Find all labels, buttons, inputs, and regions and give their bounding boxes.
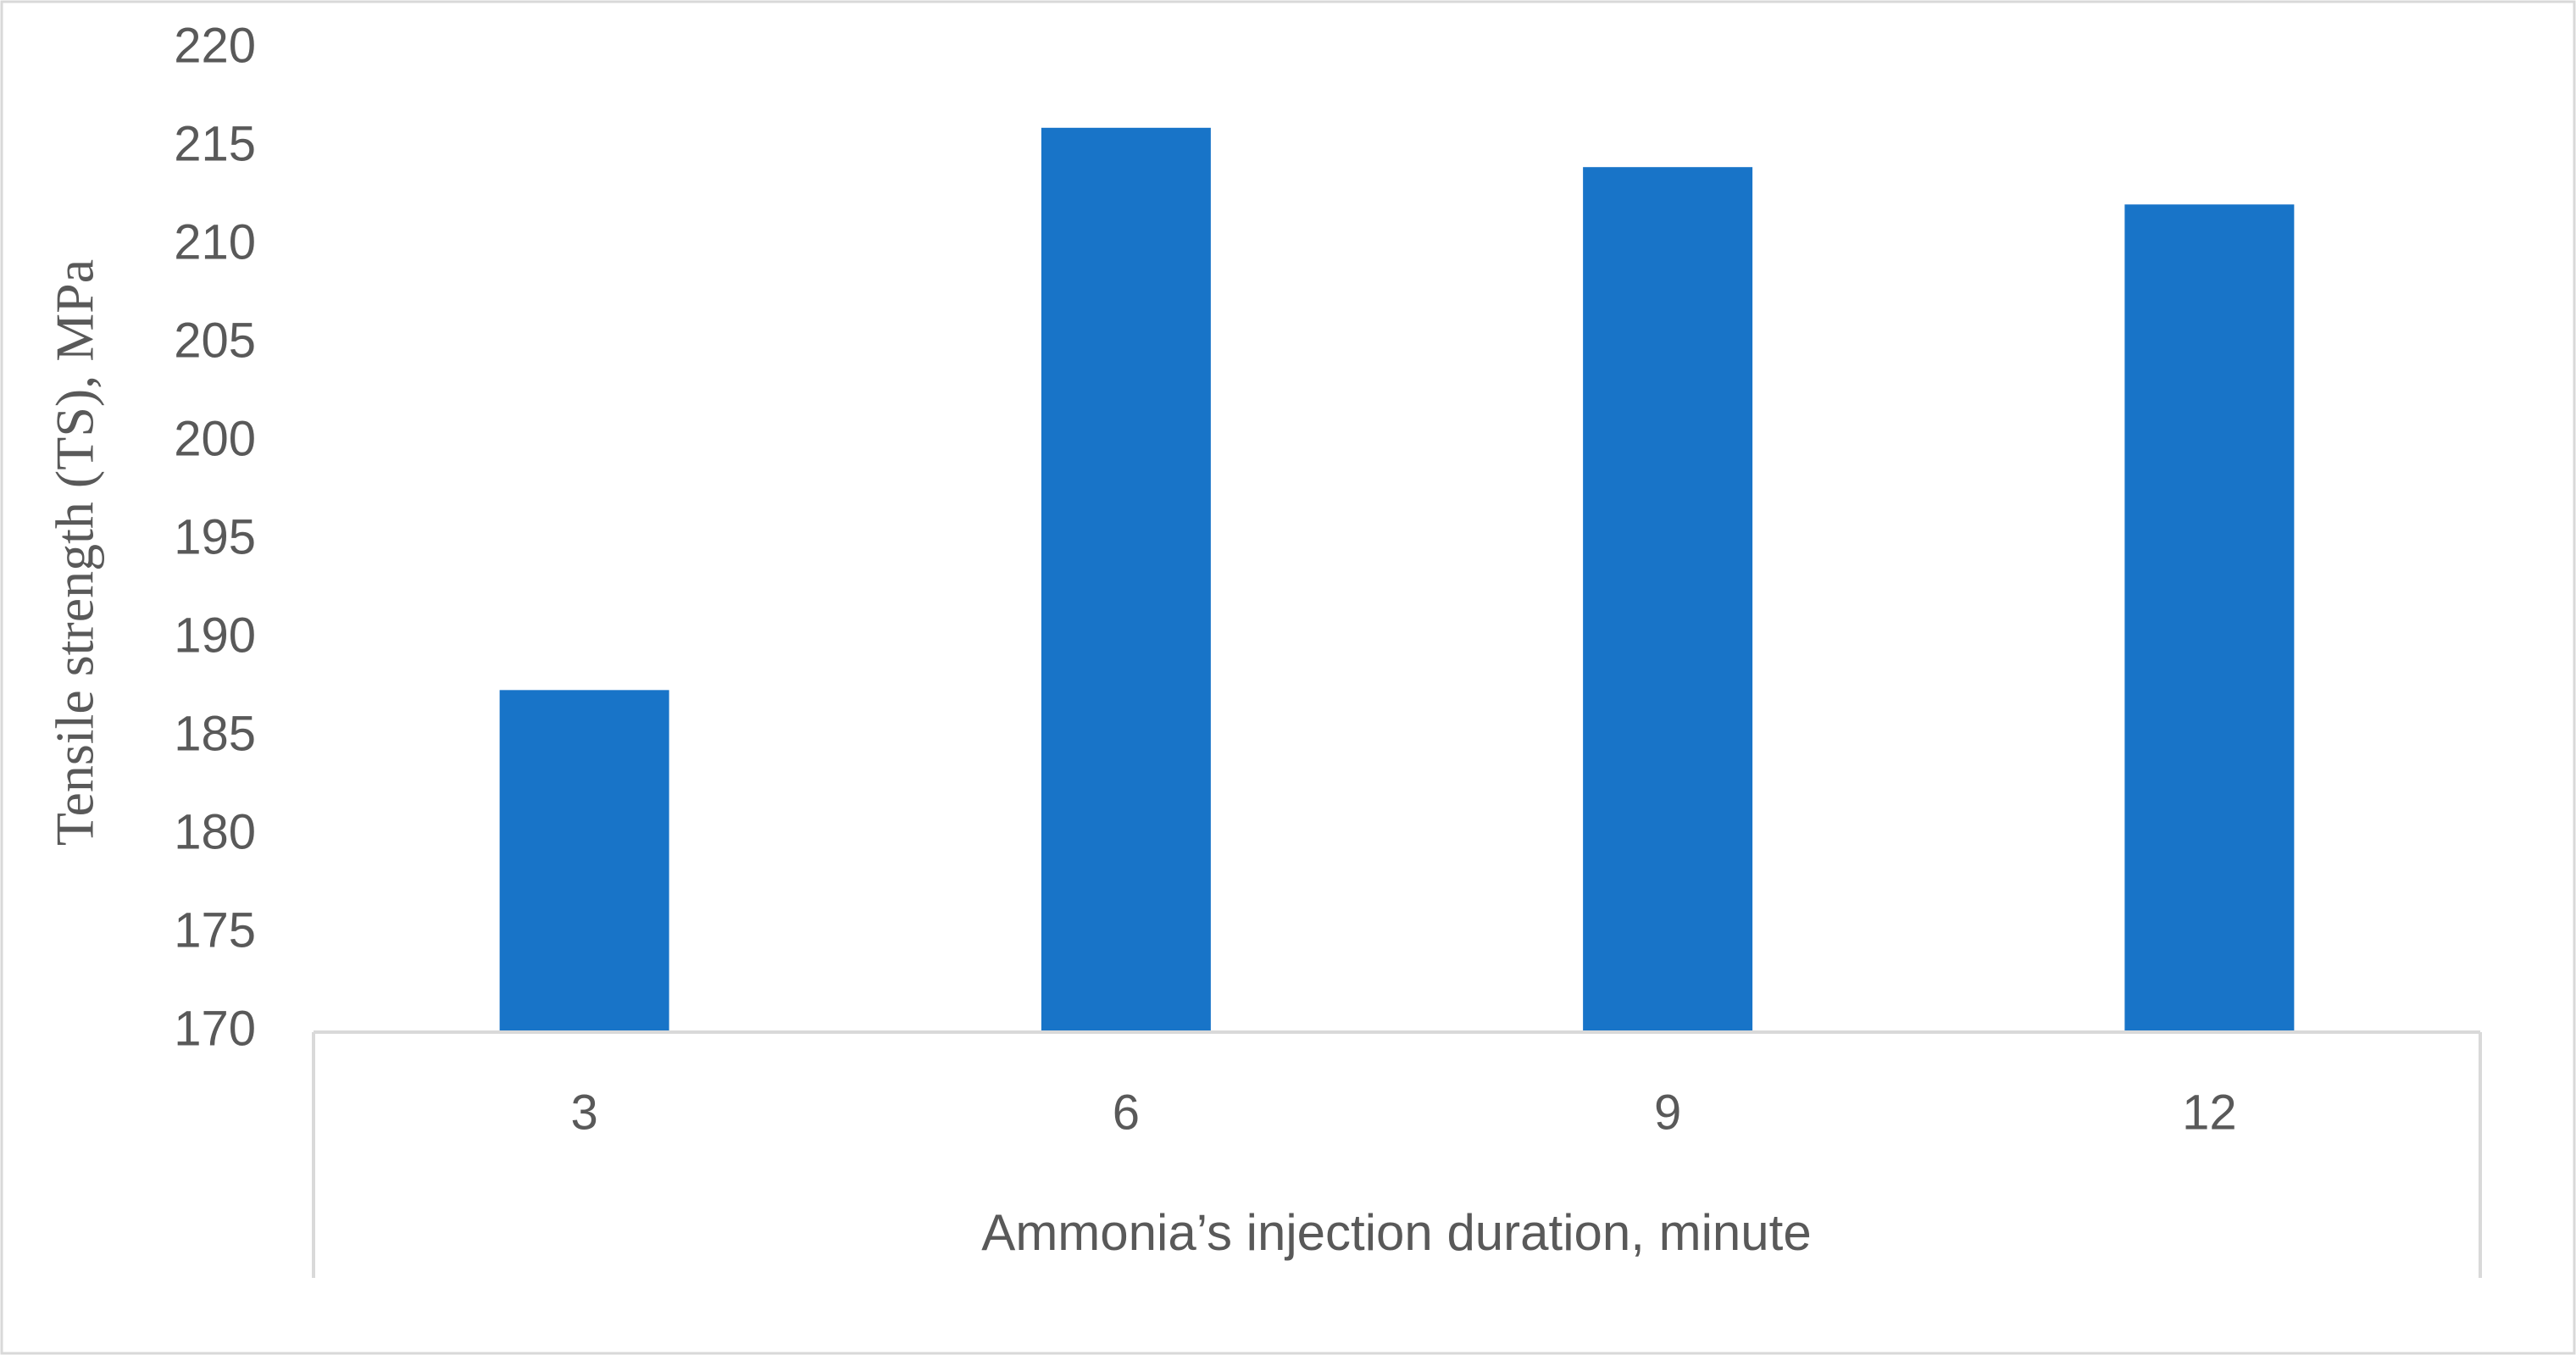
x-tick-label: 3	[570, 1085, 597, 1140]
y-tick-label: 200	[174, 411, 256, 466]
y-tick-label: 175	[174, 902, 256, 958]
y-tick-label: 195	[174, 509, 256, 564]
bar	[1583, 167, 1753, 1032]
x-tick-label: 9	[1654, 1085, 1681, 1140]
bar	[499, 690, 669, 1032]
y-tick-label: 205	[174, 313, 256, 368]
y-tick-label: 185	[174, 706, 256, 761]
y-tick-label: 220	[174, 18, 256, 73]
y-axis-title: Tensile strength (TS), MPa	[45, 259, 105, 846]
y-tick-label: 210	[174, 214, 256, 269]
y-tick-label: 215	[174, 116, 256, 171]
y-tick-label: 180	[174, 804, 256, 859]
y-tick-label: 190	[174, 608, 256, 663]
x-tick-label: 6	[1113, 1085, 1140, 1140]
y-tick-label: 170	[174, 1001, 256, 1056]
x-tick-label: 12	[2182, 1085, 2237, 1140]
x-axis-title: Ammonia’s injection duration, minute	[981, 1204, 1811, 1261]
bar	[1041, 127, 1211, 1032]
bar	[2124, 204, 2295, 1032]
